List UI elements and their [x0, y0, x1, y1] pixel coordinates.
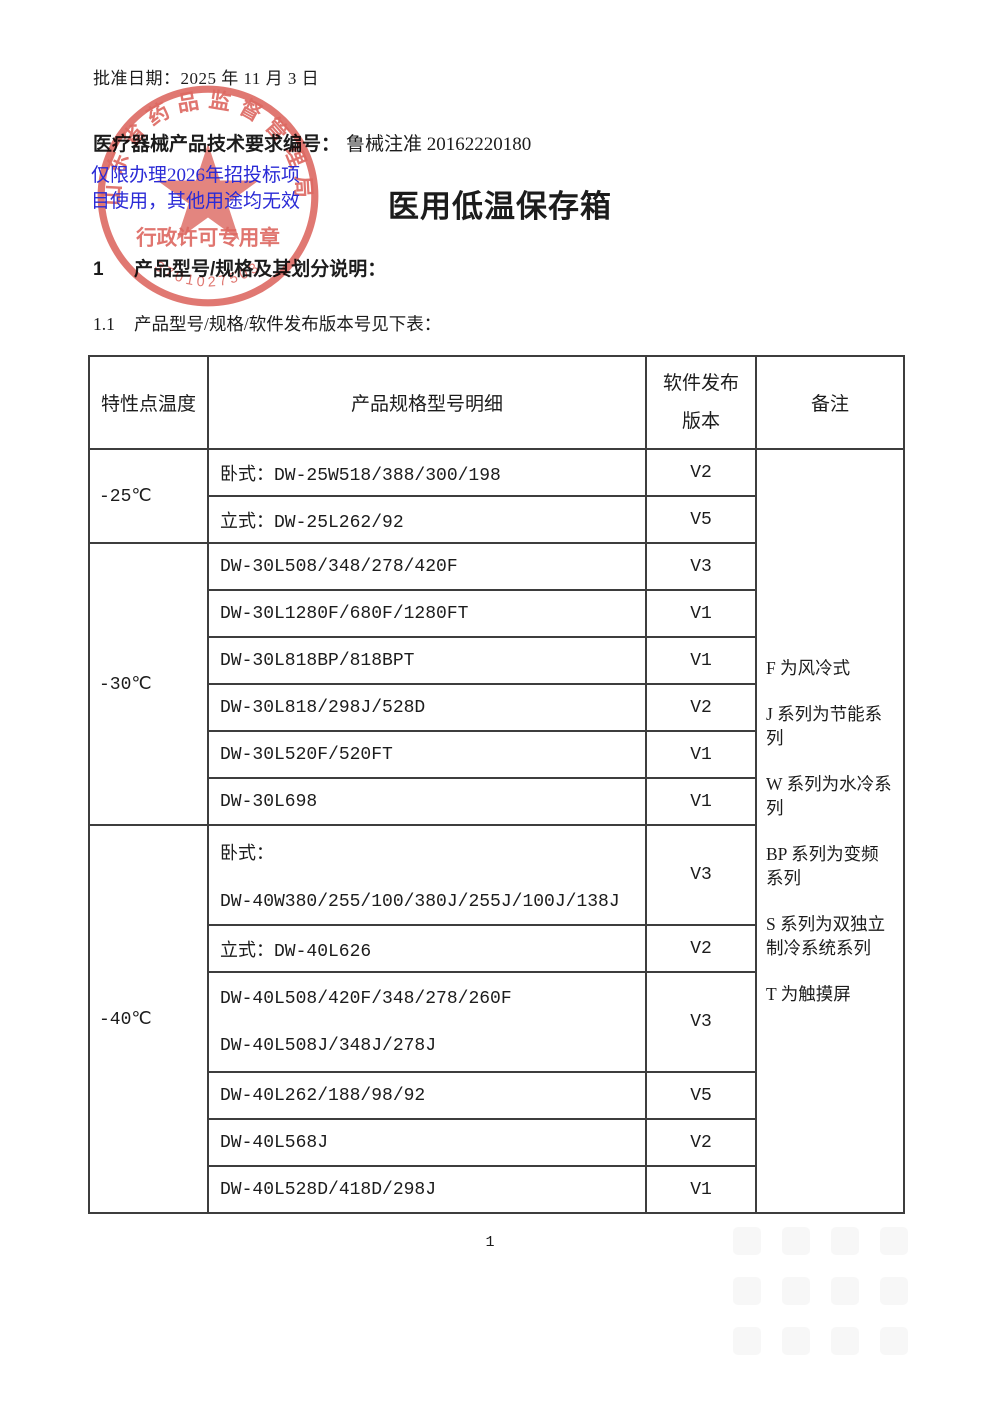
remark-item: W 系列为水冷系列 [766, 773, 892, 819]
temperature-cell: -40℃ [88, 824, 209, 1214]
bleed-through-square [782, 1227, 810, 1255]
page-number: 1 [485, 1234, 495, 1251]
bleed-through-square [880, 1277, 908, 1305]
remark-item: S 系列为双独立制冷系统系列 [766, 913, 886, 959]
svg-text:3701027503: 3701027503 [151, 258, 264, 290]
model-cell: DW-30L508/348/278/420F [207, 542, 647, 591]
approval-date: 批准日期：2025 年 11 月 3 日 [93, 69, 320, 88]
version-cell: V1 [645, 589, 757, 638]
header-temperature: 特性点温度 [88, 355, 209, 450]
header-model: 产品规格型号明细 [207, 355, 647, 450]
version-cell: V2 [645, 1118, 757, 1167]
bleed-through-square [782, 1327, 810, 1355]
table-row: DW-40L508/420F/348/278/260F DW-40L508J/34… [89, 971, 904, 1073]
table-row: DW-30L520F/520FT V1 [89, 730, 904, 779]
bleed-through-marks [733, 1227, 908, 1355]
remark-cell: F 为风冷式 J 系列为节能系列 W 系列为水冷系列 BP 系列为变频系列 S 系列为双… [755, 448, 905, 1214]
model-cell: DW-30L818/298J/528D [207, 683, 647, 732]
model-cell: 卧式： DW-40W380/255/100/380J/255J/100J/138J [207, 824, 647, 926]
section-1-1-heading: 1.1 产品型号/规格/软件发布版本号见下表： [93, 311, 441, 336]
bleed-through-square [831, 1277, 859, 1305]
doc-number-value: 鲁械注准 20162220180 [346, 134, 532, 155]
model-cell: DW-30L698 [207, 777, 647, 826]
table-row: DW-30L818/298J/528D V2 [89, 683, 904, 732]
table-row: 立式：DW-25L262/92 V5 [89, 495, 904, 544]
remark-item: F 为风冷式 [766, 658, 851, 678]
table-row: DW-40L568J V2 [89, 1118, 904, 1167]
bleed-through-square [733, 1277, 761, 1305]
stamp-number-arc-text: 3701027503 [151, 258, 261, 290]
table-row: DW-30L698 V1 [89, 777, 904, 826]
table-row: DW-40L262/188/98/92 V5 [89, 1071, 904, 1120]
model-cell: DW-40L528D/418D/298J [207, 1165, 647, 1214]
remark-item: T 为触摸屏 [766, 983, 851, 1004]
model-cell: DW-40L568J [207, 1118, 647, 1167]
section-1-1-number: 1.1 [93, 314, 115, 334]
model-cell: 立式：DW-40L626 [207, 924, 647, 973]
header-software-line1: 软件发布 [662, 372, 739, 394]
table-row: DW-30L1280F/680F/1280FT V1 [89, 589, 904, 638]
bleed-through-square [782, 1277, 810, 1305]
stamp-ring [97, 85, 319, 307]
table-row: -30℃ DW-30L508/348/278/420F V3 [88, 542, 904, 826]
bleed-through-square [831, 1327, 859, 1355]
table-row: DW-30L818BP/818BPT V1 [89, 636, 904, 685]
bleed-through-square [880, 1327, 908, 1355]
table-row: -40℃ 卧式： DW-40W380/255/100/380J/255J/100J/… [88, 824, 904, 1214]
doc-number-label: 医疗器械产品技术要求编号： [93, 134, 341, 155]
version-cell: V2 [645, 683, 757, 732]
table-row: DW-40L528D/418D/298J V1 [89, 1165, 904, 1214]
bleed-through-square [733, 1227, 761, 1255]
bid-notice-line2: 目使用，其他用途均无效 [91, 191, 301, 212]
bleed-through-square [831, 1227, 859, 1255]
temperature-cell: -30℃ [88, 542, 209, 826]
model-cell: 卧式：DW-25W518/388/300/198 [207, 448, 647, 497]
table-row: 立式：DW-40L626 V2 [89, 924, 904, 973]
version-cell: V5 [645, 1071, 757, 1120]
version-cell: V1 [645, 1165, 757, 1214]
model-cell: DW-40L508/420F/348/278/260F DW-40L508J/34… [207, 971, 647, 1073]
version-cell: V2 [645, 924, 757, 973]
official-stamp: 山东省药品监督管理局 行政许可专用章 3701027503 [97, 85, 319, 307]
model-cell: 立式：DW-25L262/92 [207, 495, 647, 544]
section-1-number: 1 [93, 259, 104, 280]
remark-item: BP 系列为变频系列 [766, 843, 879, 889]
model-cell: DW-30L818BP/818BPT [207, 636, 647, 685]
model-cell: DW-40L262/188/98/92 [207, 1071, 647, 1120]
header-software-version: 软件发布 版本 [645, 355, 757, 450]
doc-number-line: 医疗器械产品技术要求编号： 鲁械注准 20162220180 [93, 129, 531, 156]
version-cell: V5 [645, 495, 757, 544]
table-row: -25℃ 卧式：DW-25W518/388/300/198 V2 F 为风冷式 J 系列… [88, 448, 905, 1214]
document-title: 医用低温保存箱 [388, 189, 612, 224]
remark-item: J 系列为节能系列 [766, 703, 883, 749]
version-cell: V3 [645, 542, 757, 591]
version-cell: V2 [645, 448, 757, 497]
header-remark: 备注 [755, 355, 905, 450]
model-cell: DW-30L520F/520FT [207, 730, 647, 779]
version-cell: V3 [645, 824, 757, 926]
bleed-through-square [733, 1327, 761, 1355]
temperature-cell: -25℃ [88, 448, 209, 544]
stamp-label-text: 行政许可专用章 [135, 225, 280, 249]
stamp-star-icon [157, 143, 259, 241]
table-header-row: 特性点温度 产品规格型号明细 软件发布 版本 备注 [88, 355, 905, 450]
bid-notice-line1: 仅限办理2026年招投标项 [91, 165, 301, 186]
version-cell: V1 [645, 730, 757, 779]
section-1-heading: 1 产品型号/规格及其划分说明： [93, 254, 386, 281]
header-software-line2: 版本 [681, 410, 720, 432]
version-cell: V1 [645, 636, 757, 685]
model-cell: DW-30L1280F/680F/1280FT [207, 589, 647, 638]
version-cell: V3 [645, 971, 757, 1073]
spec-table: 特性点温度 产品规格型号明细 软件发布 版本 备注 -25℃ 卧式：DW-25W5… [88, 355, 905, 1214]
version-cell: V1 [645, 777, 757, 826]
section-1-1-text: 产品型号/规格/软件发布版本号见下表： [134, 314, 442, 334]
bleed-through-square [880, 1227, 908, 1255]
bid-notice: 仅限办理2026年招投标项 目使用，其他用途均无效 [91, 163, 300, 215]
section-1-text: 产品型号/规格及其划分说明： [134, 259, 387, 280]
